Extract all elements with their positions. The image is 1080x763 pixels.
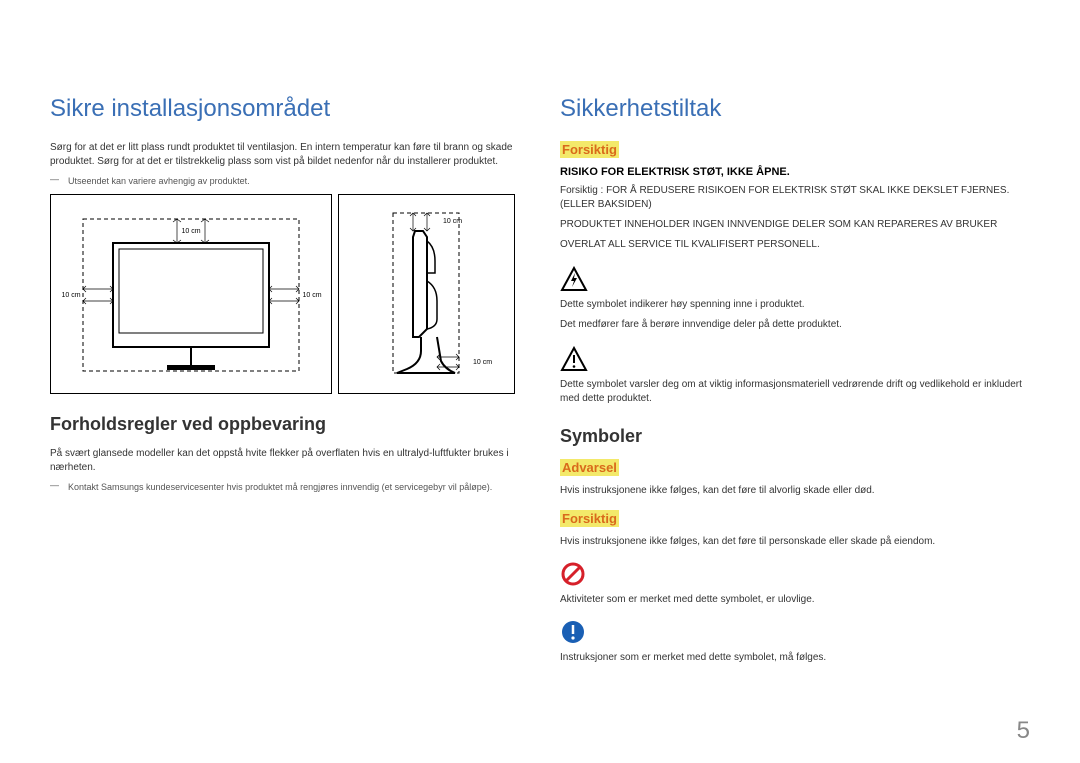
left-column: Sikre installasjonsområdet Sørg for at d… xyxy=(50,95,520,677)
heading-symbols: Symboler xyxy=(560,426,1030,447)
install-para: Sørg for at det er litt plass rundt prod… xyxy=(50,141,520,169)
heading-safety: Sikkerhetstiltak xyxy=(560,95,1030,123)
lightning-triangle-icon xyxy=(560,266,588,292)
prohibit-symbol xyxy=(560,561,1030,587)
storage-note: Kontakt Samsungs kundeservicesenter hvis… xyxy=(50,481,520,494)
mandatory-circle-icon xyxy=(560,619,586,645)
risk-para-2: PRODUKTET INNEHOLDER INGEN INNVENDIGE DE… xyxy=(560,218,1030,232)
clearance-right-label: 10 cm xyxy=(302,292,321,299)
clearance-diagrams: 10 cm 10 cm 10 cm xyxy=(50,194,520,394)
mandatory-symbol xyxy=(560,619,1030,645)
storage-para: På svært glansede modeller kan det oppst… xyxy=(50,447,520,475)
side-top-label: 10 cm xyxy=(443,218,462,225)
page-number: 5 xyxy=(1017,717,1030,745)
diagram-front-view: 10 cm 10 cm 10 cm xyxy=(50,194,332,394)
heading-install-area: Sikre installasjonsområdet xyxy=(50,95,520,123)
heading-storage: Forholdsregler ved oppbevaring xyxy=(50,414,520,435)
warning-label: Advarsel xyxy=(560,459,619,476)
caution-label: Forsiktig xyxy=(560,141,619,158)
caution-label-2: Forsiktig xyxy=(560,510,619,527)
install-note: Utseendet kan variere avhengig av produk… xyxy=(50,175,520,188)
voltage-text-2: Det medfører fare å berøre innvendige de… xyxy=(560,318,1030,332)
warning-text: Hvis instruksjonene ikke følges, kan det… xyxy=(560,484,1030,498)
voltage-text-1: Dette symbolet indikerer høy spenning in… xyxy=(560,298,1030,312)
side-rear-label: 10 cm xyxy=(473,359,492,366)
mandatory-text: Instruksjoner som er merket med dette sy… xyxy=(560,651,1030,665)
clearance-top-label: 10 cm xyxy=(181,228,200,235)
right-column: Sikkerhetstiltak Forsiktig RISIKO FOR EL… xyxy=(560,95,1030,677)
caution-text: Hvis instruksjonene ikke følges, kan det… xyxy=(560,535,1030,549)
high-voltage-symbol xyxy=(560,266,1030,292)
info-text: Dette symbolet varsler deg om at viktig … xyxy=(560,378,1030,406)
exclamation-triangle-icon xyxy=(560,346,588,372)
diagram-side-view: 10 cm 10 cm xyxy=(338,194,515,394)
prohibit-circle-icon xyxy=(560,561,586,587)
risk-para-1: Forsiktig : FOR Å REDUSERE RISIKOEN FOR … xyxy=(560,184,1030,212)
risk-heading: RISIKO FOR ELEKTRISK STØT, IKKE ÅPNE. xyxy=(560,166,1030,178)
prohibit-text: Aktiviteter som er merket med dette symb… xyxy=(560,593,1030,607)
risk-para-3: OVERLAT ALL SERVICE TIL KVALIFISERT PERS… xyxy=(560,238,1030,252)
info-symbol xyxy=(560,346,1030,372)
clearance-left-label: 10 cm xyxy=(61,292,80,299)
